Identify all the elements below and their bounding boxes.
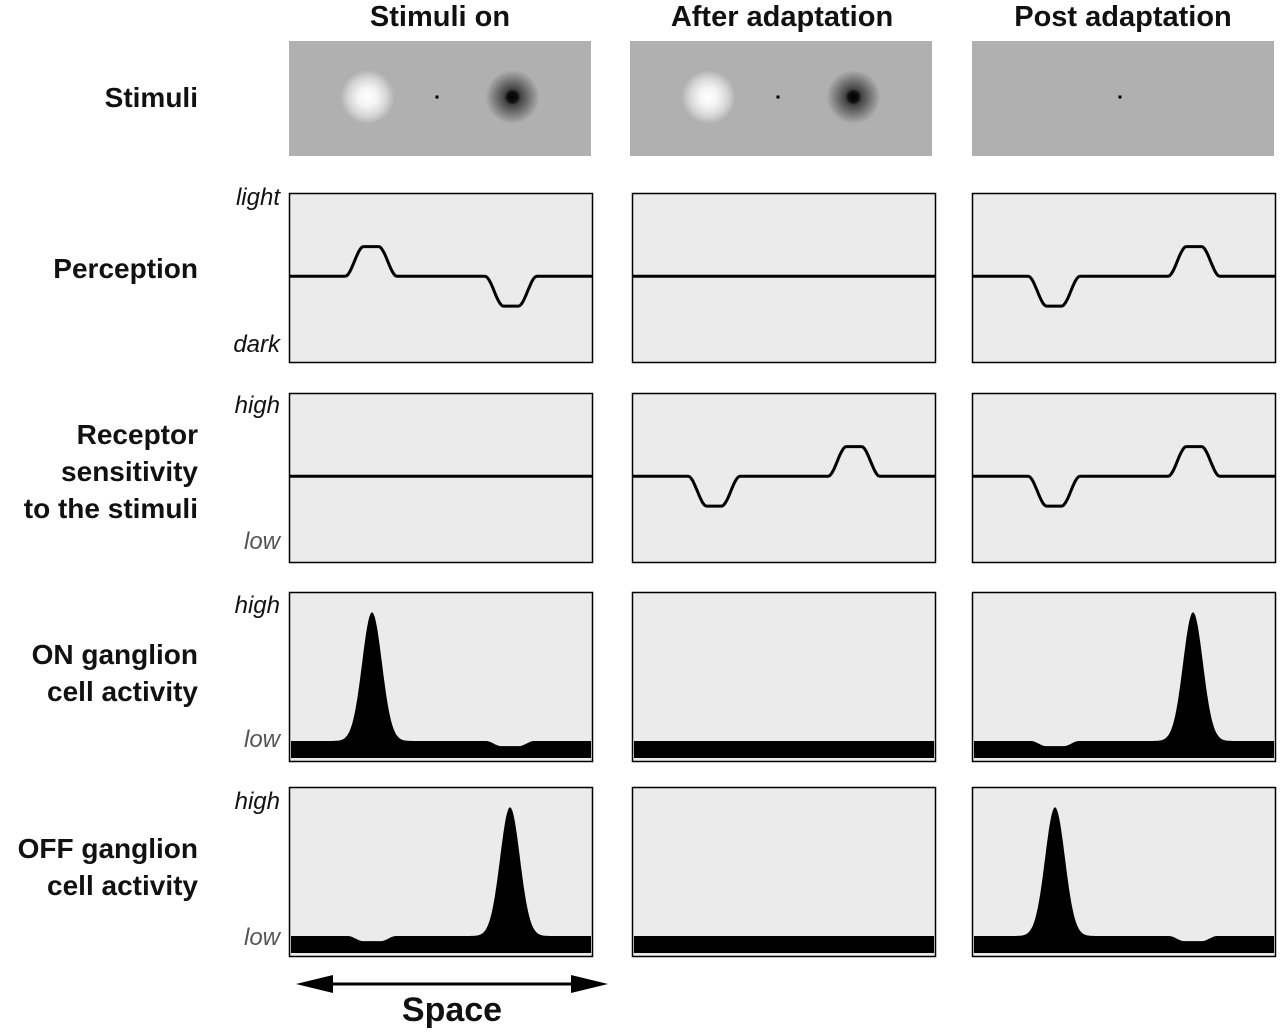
perception-curve-post-adaptation — [972, 245, 1276, 308]
receptor-axis-bottom-label: low — [243, 528, 280, 555]
row-label-on-ganglion-line-2: cell activity — [47, 676, 198, 707]
column-title-post-adaptation: Post adaptation — [1014, 1, 1232, 33]
off_ganglion-panel-after-adaptation — [631, 786, 937, 958]
stimulus-panel-after-adaptation — [630, 41, 932, 156]
receptor-curve-post-adaptation — [972, 445, 1276, 508]
off_ganglion-activity-after-adaptation — [634, 936, 934, 953]
off_ganglion-panel-stimuli-on — [288, 786, 594, 958]
perception-panel-after-adaptation — [631, 192, 937, 364]
dark-spot-after-adaptation — [826, 70, 881, 124]
row-label-receptor: Receptor sensitivity to the stimuli — [24, 416, 198, 527]
on-ganglion-axis-bottom-label: low — [243, 726, 280, 753]
receptor-panel-after-adaptation — [631, 392, 937, 564]
row-label-perception: Perception — [53, 250, 198, 287]
space-axis — [296, 975, 608, 993]
perception-panel-stimuli-on — [288, 192, 594, 364]
receptor-axis-top-label: high — [234, 392, 280, 419]
receptor-panel-post-adaptation — [971, 392, 1277, 564]
on_ganglion-activity-after-adaptation — [634, 741, 934, 758]
space-arrow-right-head — [571, 975, 608, 993]
row-label-off-ganglion: OFF ganglion cell activity — [18, 830, 198, 904]
row-label-receptor-line-1: Receptor — [76, 419, 198, 450]
row-label-on-ganglion: ON ganglion cell activity — [32, 636, 198, 710]
on-ganglion-axis-top-label: high — [234, 592, 280, 619]
on_ganglion-panel-after-adaptation — [631, 591, 937, 763]
receptor-curve-after-adaptation — [632, 445, 936, 508]
perception-axis-bottom-label: dark — [233, 331, 280, 358]
column-title-after-adaptation: After adaptation — [670, 1, 894, 33]
stimulus-panel-post-adaptation — [972, 41, 1274, 156]
row-label-on-ganglion-line-1: ON ganglion — [31, 639, 198, 670]
column-title-stimuli-on: Stimuli on — [369, 1, 511, 33]
row-label-stimuli-line: Stimuli — [104, 82, 198, 113]
on_ganglion-activity-stimuli-on — [291, 612, 591, 758]
on_ganglion-activity-post-adaptation — [974, 612, 1274, 758]
light-spot-after-adaptation — [681, 70, 736, 124]
light-spot-stimuli-on — [340, 70, 395, 124]
stimulus-panel-stimuli-on — [289, 41, 591, 156]
space-axis-label: Space — [401, 991, 503, 1029]
row-label-receptor-line-2: sensitivity — [61, 456, 198, 487]
fixation-point-after-adaptation — [776, 95, 780, 99]
row-label-perception-line: Perception — [53, 253, 198, 284]
off_ganglion-activity-stimuli-on — [291, 807, 591, 953]
receptor-panel-stimuli-on — [288, 392, 594, 564]
perception-panel-post-adaptation — [971, 192, 1277, 364]
space-arrow-left-head — [296, 975, 333, 993]
row-label-off-ganglion-line-2: cell activity — [47, 870, 198, 901]
fixation-point-stimuli-on — [435, 95, 439, 99]
off-ganglion-axis-bottom-label: low — [243, 924, 280, 951]
off_ganglion-panel-post-adaptation — [971, 786, 1277, 958]
on_ganglion-panel-post-adaptation — [971, 591, 1277, 763]
on_ganglion-panel-stimuli-on — [288, 591, 594, 763]
off-ganglion-axis-top-label: high — [234, 788, 280, 815]
perception-curve-stimuli-on — [289, 245, 593, 308]
perception-axis-top-label: light — [235, 184, 280, 211]
fixation-point-post-adaptation — [1118, 95, 1122, 99]
off_ganglion-activity-post-adaptation — [974, 807, 1274, 953]
row-label-off-ganglion-line-1: OFF ganglion — [17, 833, 198, 864]
row-label-receptor-line-3: to the stimuli — [23, 493, 198, 524]
row-label-stimuli: Stimuli — [105, 79, 198, 116]
dark-spot-stimuli-on — [485, 70, 540, 124]
